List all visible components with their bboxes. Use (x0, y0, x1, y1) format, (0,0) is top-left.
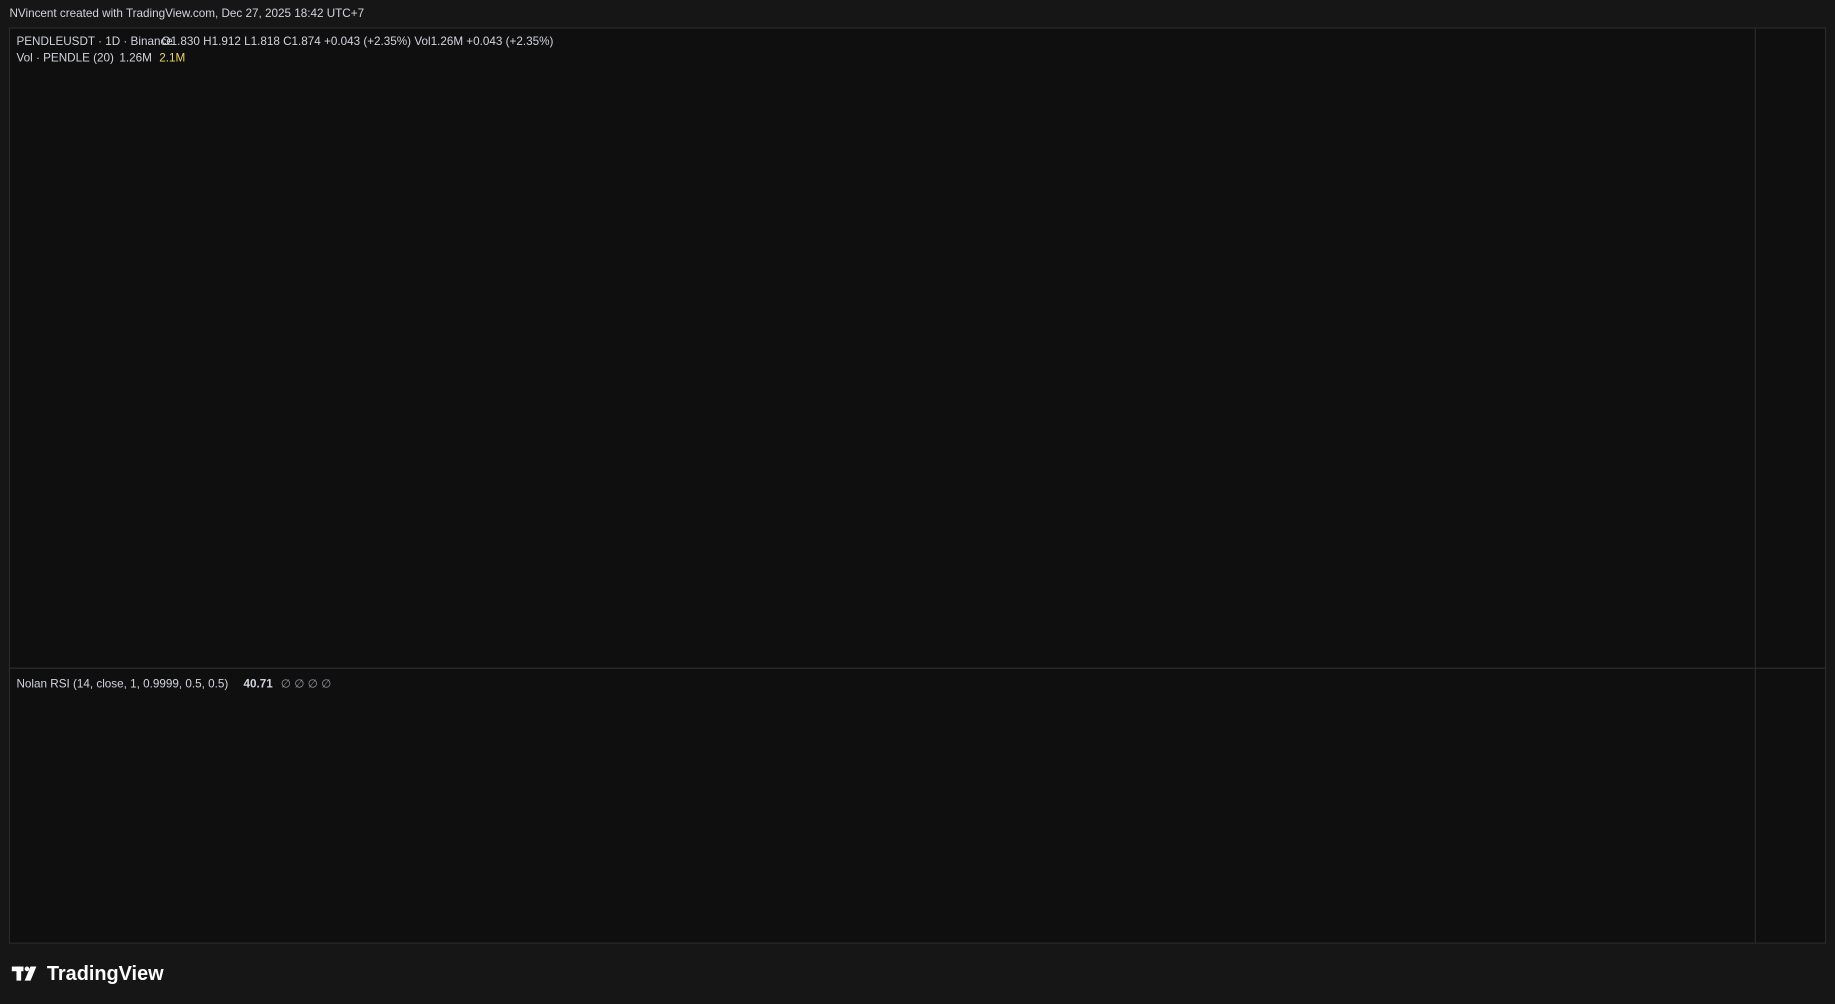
brand: TradingView (47, 963, 164, 985)
rsi-value: 40.71 (243, 678, 273, 691)
ohlc: O1.830 H1.912 L1.818 C1.874 +0.043 (+2.3… (162, 35, 554, 48)
credit: NVincent created with TradingView.com, D… (9, 7, 364, 20)
volume-value: 1.26M (119, 52, 151, 65)
logo-stem (16, 966, 22, 981)
symbol: PENDLEUSDT · 1D · Binance (16, 35, 172, 48)
logo-dot (24, 966, 30, 972)
rsi-legend: Nolan RSI (14, close, 1, 0.9999, 0.5, 0.… (16, 678, 228, 691)
volume-ma-value: 2.1M (159, 52, 185, 65)
logo (11, 966, 37, 981)
chart-panel (8, 27, 1827, 944)
volume-legend: Vol · PENDLE (20) (16, 52, 114, 65)
logo-slash (24, 966, 37, 981)
rsi-extras: ∅ ∅ ∅ ∅ (281, 678, 331, 691)
